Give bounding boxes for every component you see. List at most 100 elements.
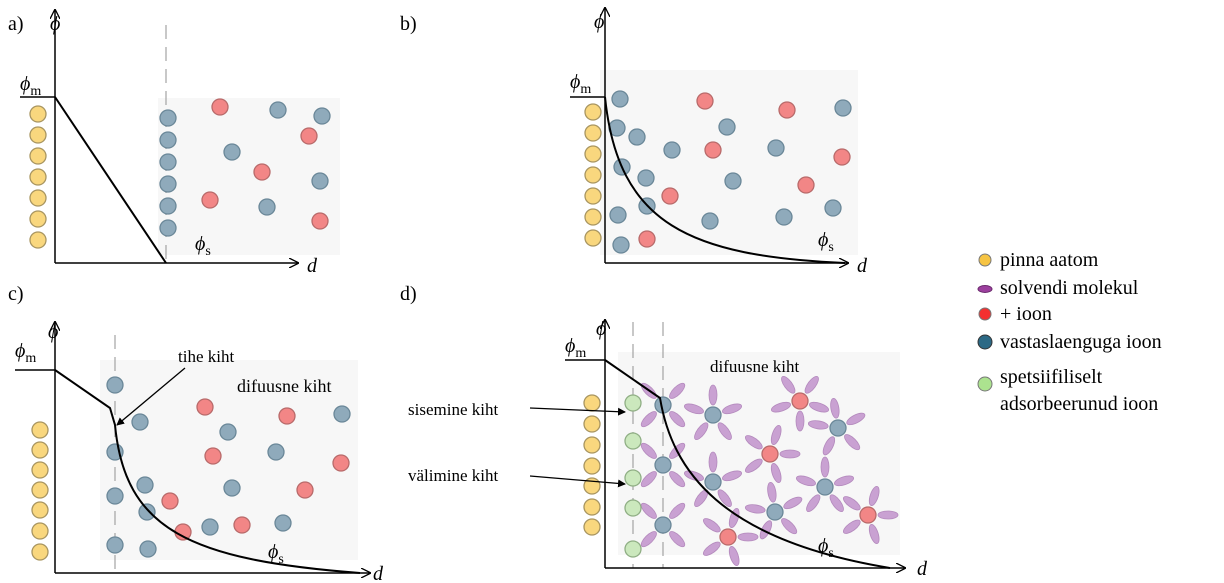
solvent-molecule — [708, 384, 718, 406]
solvent-molecule — [842, 519, 861, 534]
ion — [311, 212, 329, 230]
ion — [624, 394, 642, 412]
ion — [584, 103, 602, 121]
solvent-molecule — [844, 434, 861, 451]
ion — [139, 540, 157, 558]
solvent-molecule — [806, 494, 821, 513]
ion — [583, 415, 601, 433]
ion — [704, 141, 722, 159]
phi-symbol: ϕ — [195, 233, 205, 255]
ion — [859, 506, 877, 524]
ion — [29, 147, 47, 165]
solvent-molecule — [708, 451, 718, 473]
solvent-molecule — [834, 475, 855, 487]
ion — [791, 392, 809, 410]
ion — [583, 436, 601, 454]
ion — [761, 445, 779, 463]
ion — [637, 169, 655, 187]
y-axis-label: ϕ — [594, 11, 604, 33]
solvent-molecule — [640, 502, 657, 519]
solvent-molecule — [779, 449, 801, 459]
ion — [778, 101, 796, 119]
ion — [31, 481, 49, 499]
solvent-molecule — [842, 496, 861, 511]
x-axis-label: d — [307, 255, 318, 277]
phi-symbol: ϕ — [20, 73, 30, 95]
phi-subscript: m — [580, 82, 591, 97]
solvent-molecule — [640, 471, 657, 488]
solvent-molecule — [868, 485, 880, 506]
ion — [624, 469, 642, 487]
phi-symbol: ϕ — [268, 541, 278, 563]
ion — [223, 479, 241, 497]
ion — [584, 124, 602, 142]
solvent-molecule — [722, 470, 743, 482]
ion — [161, 492, 179, 510]
ion — [106, 487, 124, 505]
ion — [211, 98, 229, 116]
solvent-molecule — [722, 403, 743, 415]
ion — [624, 499, 642, 517]
solvent-molecule — [744, 458, 763, 473]
ion — [833, 148, 851, 166]
ion — [31, 461, 49, 479]
phi-symbol: ϕ — [818, 535, 828, 557]
solvent-molecule — [795, 475, 816, 487]
phi-subscript: m — [575, 346, 586, 361]
solvent-molecule — [868, 524, 880, 545]
solvent-molecule — [770, 401, 791, 413]
ion — [583, 457, 601, 475]
ion — [159, 197, 177, 215]
legend-swatch — [978, 307, 992, 321]
annotation-arrow — [529, 407, 626, 416]
ion — [106, 376, 124, 394]
ion — [253, 163, 271, 181]
ion — [609, 206, 627, 224]
legend-label: adsorbeerunud ioon — [1000, 393, 1158, 415]
solvent-molecule — [829, 494, 844, 513]
phi-subscript: s — [205, 244, 210, 259]
ion — [718, 118, 736, 136]
y-axis-label: ϕ — [596, 318, 606, 340]
ion — [233, 516, 251, 534]
legend-label: + ioon — [1000, 303, 1052, 325]
potential-curve — [604, 96, 846, 264]
phi-s-label: ϕs — [268, 541, 284, 567]
ion — [201, 518, 219, 536]
solvent-molecule — [820, 456, 830, 478]
ion — [267, 443, 285, 461]
ion — [628, 128, 646, 146]
panel-label: a) — [8, 13, 24, 35]
solvent-molecule — [822, 436, 836, 456]
solvent-molecule — [669, 502, 686, 519]
annotation: tihe kiht — [178, 347, 234, 366]
solvent-molecule — [717, 422, 732, 441]
solvent-molecule — [728, 546, 740, 567]
solvent-molecule — [744, 504, 766, 514]
solvent-molecule — [669, 382, 686, 399]
ion — [624, 432, 642, 450]
ion — [31, 501, 49, 519]
potential-curve — [54, 369, 361, 574]
solvent-molecule — [728, 507, 740, 528]
ion — [29, 105, 47, 123]
phi-symbol: ϕ — [565, 335, 575, 357]
ion — [201, 191, 219, 209]
ion — [767, 139, 785, 157]
solvent-molecule — [640, 411, 657, 428]
solvent-molecule — [737, 532, 759, 542]
ion — [704, 473, 722, 491]
ion — [159, 175, 177, 193]
solvent-molecule — [702, 518, 721, 533]
phi-subscript: m — [25, 351, 36, 366]
solvent-molecule — [669, 411, 686, 428]
solvent-molecule — [846, 412, 866, 426]
phi-m-label: ϕm — [565, 335, 586, 361]
phi-subscript: m — [30, 84, 41, 99]
solvent-molecule — [770, 424, 782, 445]
solvent-molecule — [795, 410, 805, 432]
solution-region — [158, 98, 340, 255]
ion — [834, 99, 852, 117]
ion — [258, 198, 276, 216]
phi-m-label: ϕm — [15, 340, 36, 366]
